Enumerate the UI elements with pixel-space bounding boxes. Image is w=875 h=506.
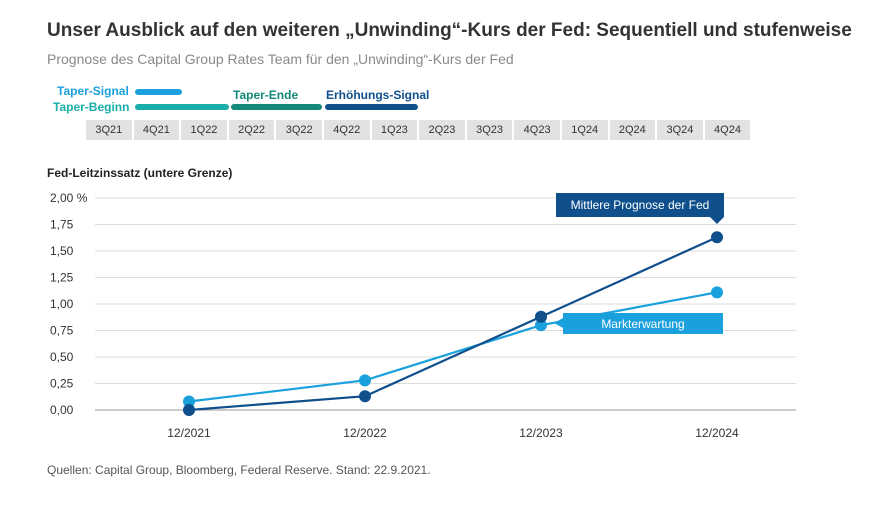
fed-forecast-callout: Mittlere Prognose der Fed	[556, 193, 724, 224]
market-expectation-callout: Markterwartung	[554, 313, 723, 334]
taper-ende-label: Taper-Ende	[233, 88, 299, 102]
x-tick-labels: 12/2021 12/2022 12/2023 12/2024	[167, 426, 739, 440]
data-point	[183, 395, 195, 408]
y-tick-label: 0,00	[50, 403, 74, 417]
data-point	[711, 231, 723, 244]
data-point	[535, 310, 547, 323]
erhoehungs-signal-bar	[325, 104, 418, 110]
erhoehungs-signal-label: Erhöhungs-Signal	[326, 88, 430, 102]
y-axis-label: Fed-Leitzinssatz (untere Grenze)	[47, 166, 233, 180]
quarter-cell: 4Q22	[323, 120, 370, 140]
x-tick-label: 12/2024	[695, 426, 739, 440]
grid-lines	[95, 197, 796, 411]
y-tick-label: 1,75	[50, 218, 74, 232]
quarter-cell: 4Q24	[704, 120, 751, 140]
data-point	[359, 390, 371, 403]
y-tick-label: 0,25	[50, 377, 74, 391]
quarter-cell: 3Q23	[466, 120, 513, 140]
quarter-cell: 1Q22	[181, 120, 227, 140]
data-point	[359, 374, 371, 387]
data-point	[535, 319, 547, 332]
data-point	[711, 286, 723, 299]
taper-beginn-bar	[135, 104, 229, 110]
quarter-cell: 2Q24	[609, 120, 656, 140]
quarter-cell: 3Q21	[86, 120, 132, 140]
taper-signal-bar	[135, 89, 182, 95]
data-point	[183, 404, 195, 416]
series-line	[188, 236, 718, 412]
chart-title: Unser Ausblick auf den weiteren „Unwindi…	[47, 20, 852, 41]
y-tick-label: 0,50	[50, 350, 74, 364]
quarter-cell: 2Q22	[228, 120, 275, 140]
y-tick-label: 1,50	[50, 244, 74, 258]
y-tick-labels: 0,00 0,25 0,50 0,75 1,00 1,25 1,50 1,75 2,00 %	[50, 191, 88, 417]
y-tick-label: 1,00	[50, 297, 74, 311]
quarter-cell: 4Q21	[133, 120, 180, 140]
quarter-timeline: 3Q21 4Q21 1Q22 2Q22 3Q22 4Q22 1Q23 2Q23 …	[86, 120, 751, 140]
y-tick-label: 2,00 %	[50, 191, 88, 205]
quarter-cell: 2Q23	[419, 120, 465, 140]
quarter-cell: 3Q22	[276, 120, 322, 140]
x-tick-label: 12/2023	[519, 426, 563, 440]
x-tick-label: 12/2022	[343, 426, 387, 440]
taper-signal-label: Taper-Signal	[57, 84, 129, 98]
series-line	[188, 291, 718, 403]
quarter-cell: 1Q23	[371, 120, 418, 140]
y-tick-label: 1,25	[50, 271, 74, 285]
series-lines	[183, 231, 723, 416]
quarter-cell: 1Q24	[561, 120, 608, 140]
quarter-cell: 3Q24	[657, 120, 703, 140]
taper-ende-bar	[231, 104, 322, 110]
x-tick-label: 12/2021	[167, 426, 211, 440]
y-tick-label: 0,75	[50, 324, 74, 338]
source-note: Quellen: Capital Group, Bloomberg, Feder…	[47, 463, 431, 477]
quarter-cell: 4Q23	[514, 120, 560, 140]
chart-subtitle: Prognose des Capital Group Rates Team fü…	[47, 51, 514, 67]
taper-beginn-label: Taper-Beginn	[53, 100, 130, 114]
